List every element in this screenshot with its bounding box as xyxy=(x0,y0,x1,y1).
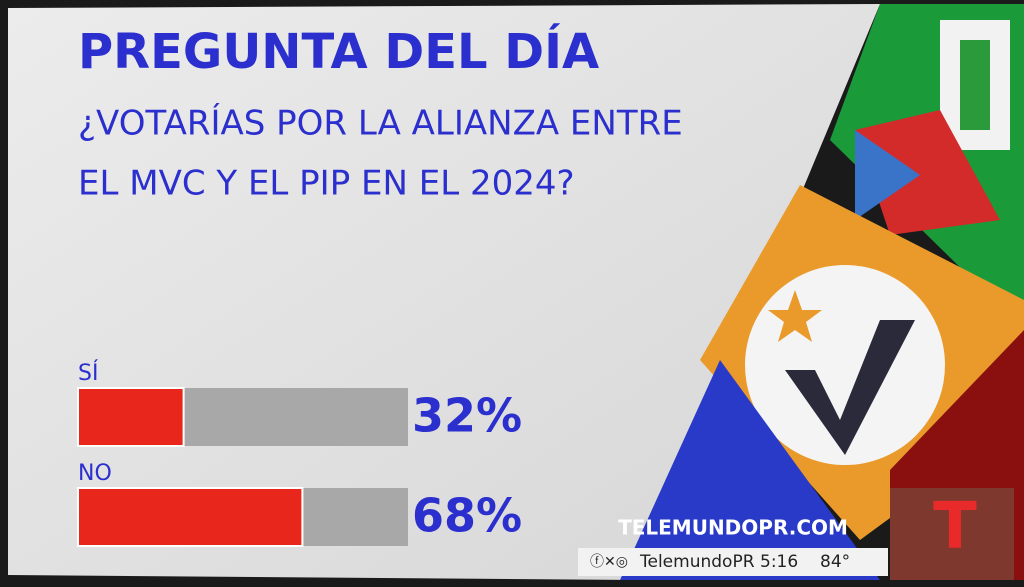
subtitle: ¿VOTARÍAS POR LA ALIANZA ENTRE xyxy=(78,103,683,144)
subtitle: EL MVC Y EL PIP EN EL 2024? xyxy=(78,164,575,204)
temperature: 84° xyxy=(820,552,850,572)
logo: T xyxy=(933,490,977,564)
handle: TelemundoPR xyxy=(639,552,755,572)
website: TELEMUNDOPR.COM xyxy=(618,516,848,540)
logo-box xyxy=(890,488,1014,580)
flag-cross xyxy=(960,40,990,130)
bar xyxy=(77,487,304,547)
mvc-star xyxy=(768,290,822,342)
category-label: NO xyxy=(78,461,112,486)
mvc-check xyxy=(785,320,915,455)
value-label: 32% xyxy=(412,389,522,443)
social-icons: ⓕ✕◎ xyxy=(590,554,628,570)
pr-flag xyxy=(855,110,1000,235)
time: 5:16 xyxy=(760,552,798,572)
value-label: 68% xyxy=(412,489,522,543)
blue-panel xyxy=(620,360,880,580)
pr-flag-blue xyxy=(855,130,920,220)
chart-title: PREGUNTA DEL DÍA xyxy=(78,23,599,80)
bar xyxy=(77,387,185,447)
ticker-bar xyxy=(578,548,888,576)
category-label: SÍ xyxy=(78,360,98,386)
